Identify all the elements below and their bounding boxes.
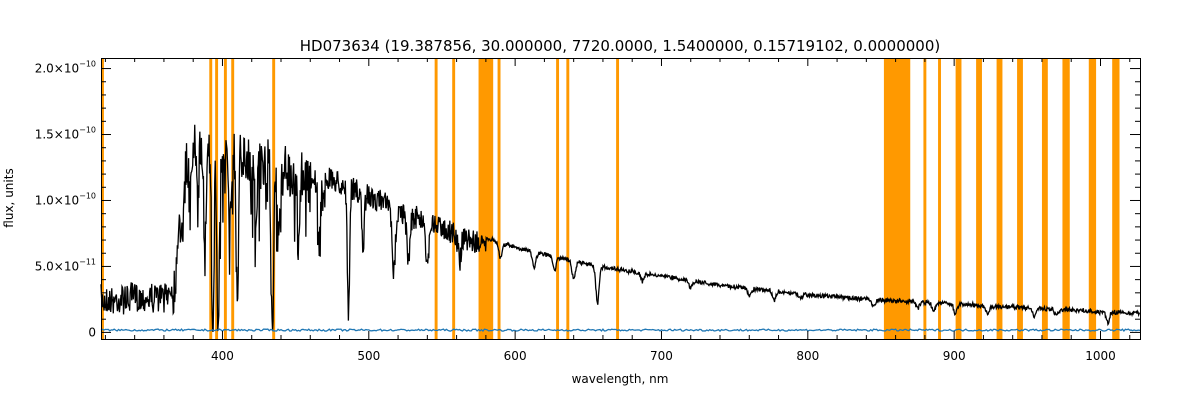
mask-band [976,58,982,339]
spectrum-line [100,124,1141,332]
mask-band [1041,58,1048,339]
mask-band [923,58,927,339]
x-tick-label: 1000 [1085,349,1116,363]
x-tick-label: 600 [504,349,527,363]
mask-band [938,58,941,339]
x-tick-label: 800 [796,349,819,363]
mask-band [955,58,962,339]
y-tick-label: 2.0×10−10 [35,60,96,76]
y-tick-label: 1.5×10−10 [35,126,96,142]
mask-band [996,58,1003,339]
mask-band [1112,58,1120,339]
x-tick-label: 400 [211,349,234,363]
mask-band [478,58,494,339]
mask-band [1017,58,1023,339]
x-axis: 400 500 600 700 800 900 1000 [104,58,1131,363]
mask-band [497,58,501,339]
y-tick-label: 0 [88,325,96,339]
x-tick-label: 500 [357,349,380,363]
masked-bands [101,58,1120,339]
y-tick-label: 5.0×10−11 [35,257,96,273]
y-axis: 0 5.0×10−11 1.0×10−10 1.5×10−10 2.0×10−10 [35,60,1140,339]
error-line [100,328,1141,333]
y-tick-exponent: −10 [79,191,96,200]
mask-band [452,58,456,339]
mask-band [1062,58,1070,339]
mask-band [101,58,104,339]
y-tick-exponent: −10 [79,126,96,135]
mask-band [556,58,560,339]
y-tick-exponent: −11 [79,257,96,266]
mask-band [616,58,620,339]
mask-band [566,58,570,339]
y-tick-label: 1.0×10−10 [35,191,96,207]
mask-band [434,58,438,339]
y-tick-exponent: −10 [79,60,96,69]
y-axis-label: flux, units [2,168,16,227]
mask-band [883,58,911,339]
spectrum-series [100,124,1141,332]
plot-frame [101,58,1141,340]
error-series [100,328,1141,333]
x-axis-label: wavelength, nm [572,372,669,386]
mask-band [215,58,219,339]
mask-band [1088,58,1097,339]
x-tick-label: 700 [650,349,673,363]
x-tick-label: 900 [943,349,966,363]
mask-band [272,58,276,339]
chart-title: HD073634 (19.387856, 30.000000, 7720.000… [300,37,940,55]
mask-band [223,58,227,339]
